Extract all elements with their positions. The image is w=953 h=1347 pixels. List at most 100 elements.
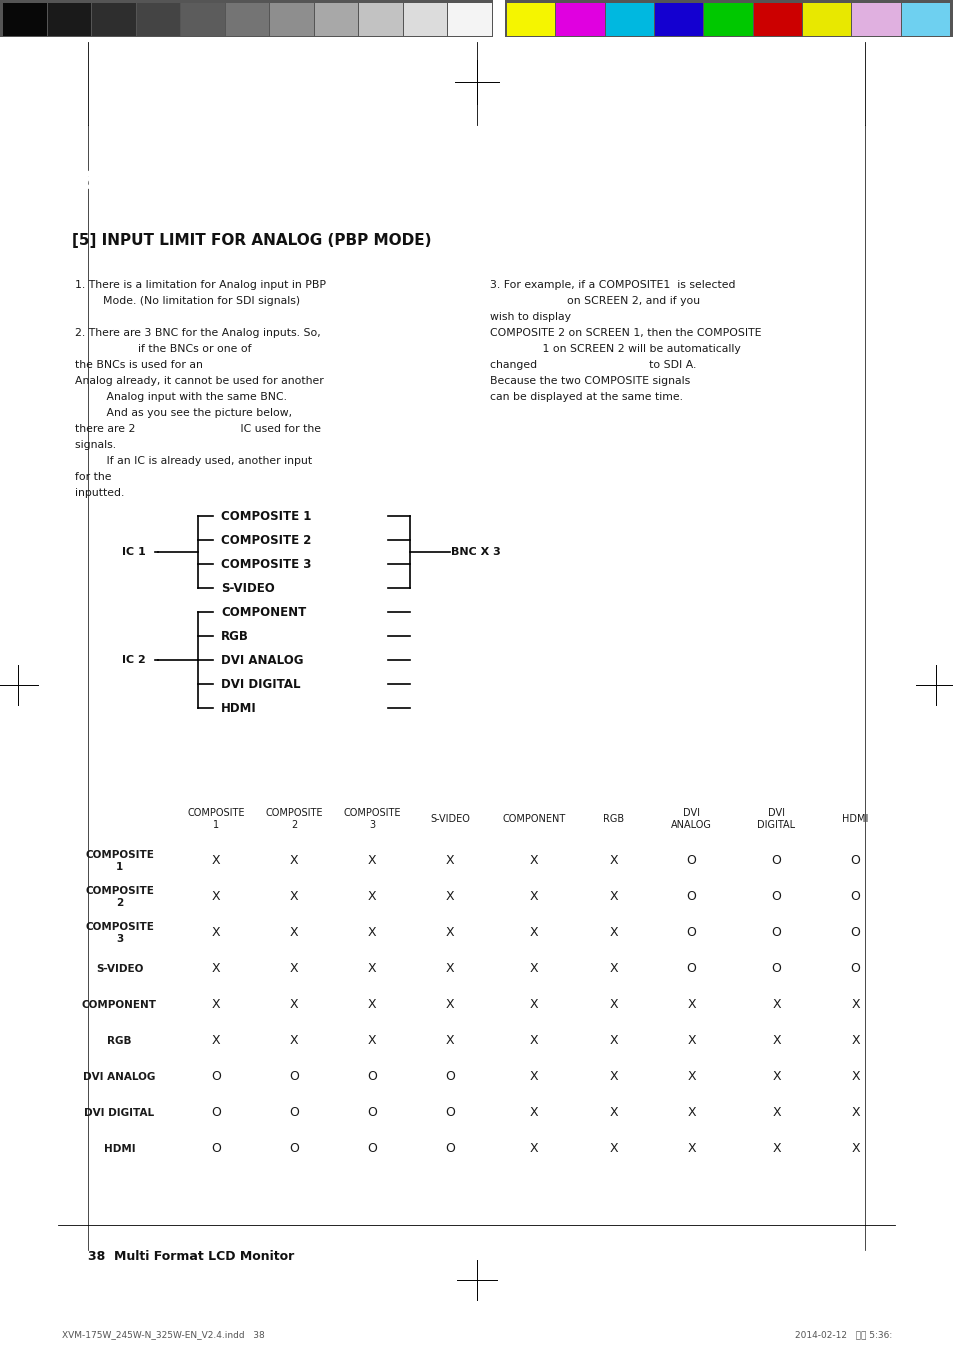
Bar (818, 951, 891, 987)
Text: RGB: RGB (603, 814, 624, 824)
Text: DVI ANALOG: DVI ANALOG (221, 653, 303, 667)
Bar (818, 1022, 891, 1059)
Bar (818, 1131, 891, 1167)
Bar (648, 1131, 733, 1167)
Bar (58, 225, 895, 257)
Bar (270, 3, 314, 36)
Bar (411, 1059, 489, 1095)
Text: X: X (290, 927, 298, 939)
Text: X: X (686, 1106, 695, 1119)
Bar (177, 951, 254, 987)
Text: DVI DIGITAL: DVI DIGITAL (85, 1109, 154, 1118)
Bar (62, 880, 177, 915)
Text: IC 1: IC 1 (122, 547, 146, 558)
Text: wish to display: wish to display (490, 313, 571, 322)
Text: X: X (850, 1034, 859, 1048)
Text: O: O (686, 963, 696, 975)
Bar (489, 1022, 578, 1059)
Bar (578, 843, 648, 880)
Text: for the: for the (68, 471, 112, 482)
Bar (578, 880, 648, 915)
Text: X: X (212, 890, 220, 904)
Text: X: X (445, 854, 454, 867)
Text: X: X (609, 1142, 618, 1156)
Bar (489, 1059, 578, 1095)
Text: X: X (850, 1106, 859, 1119)
Bar (818, 915, 891, 951)
Text: X: X (212, 1034, 220, 1048)
Bar (578, 1095, 648, 1131)
Bar (177, 795, 254, 843)
Text: X: X (445, 1034, 454, 1048)
Bar (411, 951, 489, 987)
Bar (802, 3, 850, 36)
Text: X: X (529, 1034, 537, 1048)
Text: inputted.: inputted. (68, 488, 124, 498)
Text: COMPONENT: COMPONENT (82, 999, 157, 1010)
Bar (703, 3, 752, 36)
Text: S-VIDEO: S-VIDEO (221, 582, 274, 594)
Bar (213, 721, 388, 748)
Bar (648, 1059, 733, 1095)
Bar (489, 915, 578, 951)
Text: O: O (771, 963, 781, 975)
Text: X: X (609, 1034, 618, 1048)
Bar (254, 915, 333, 951)
Text: X: X (529, 1071, 537, 1083)
Text: COMPOSITE
3: COMPOSITE 3 (343, 808, 400, 830)
Text: O: O (289, 1071, 298, 1083)
Text: X: X (367, 890, 375, 904)
Text: HDMI: HDMI (221, 702, 256, 714)
Text: O: O (289, 1142, 298, 1156)
Text: X: X (609, 998, 618, 1012)
Text: O: O (211, 1142, 221, 1156)
Bar (733, 843, 818, 880)
Bar (333, 795, 411, 843)
Bar (254, 1095, 333, 1131)
Text: O: O (445, 1142, 455, 1156)
Bar (818, 795, 891, 843)
Bar (411, 1095, 489, 1131)
Bar (177, 1131, 254, 1167)
Text: X: X (771, 1106, 780, 1119)
Text: X: X (529, 1106, 537, 1119)
Text: X: X (445, 998, 454, 1012)
Text: signals.: signals. (68, 440, 116, 450)
Text: X: X (529, 963, 537, 975)
Bar (177, 880, 254, 915)
Text: O: O (850, 927, 860, 939)
Bar (556, 3, 604, 36)
Text: 2. There are 3 BNC for the Analog inputs. So,: 2. There are 3 BNC for the Analog inputs… (68, 329, 320, 338)
Bar (333, 1059, 411, 1095)
Bar (254, 795, 333, 843)
Bar (48, 3, 91, 36)
Text: O: O (211, 1071, 221, 1083)
Bar (493, 0, 504, 38)
Bar (62, 951, 177, 987)
Text: COMPOSITE 1: COMPOSITE 1 (221, 509, 311, 523)
Text: X: X (686, 1034, 695, 1048)
Text: X: X (445, 890, 454, 904)
Bar (648, 843, 733, 880)
Bar (489, 880, 578, 915)
Text: X: X (609, 854, 618, 867)
Text: X: X (529, 927, 537, 939)
Bar (62, 1022, 177, 1059)
Bar (733, 987, 818, 1022)
Text: 3. For example, if a COMPOSITE1  is selected: 3. For example, if a COMPOSITE1 is selec… (490, 280, 735, 290)
Bar (254, 843, 333, 880)
Bar (213, 488, 388, 504)
Text: O: O (289, 1106, 298, 1119)
Text: XVM-175W_245W-N_325W-EN_V2.4.indd   38: XVM-175W_245W-N_325W-EN_V2.4.indd 38 (62, 1331, 265, 1339)
Bar (506, 3, 555, 36)
Text: X: X (771, 1071, 780, 1083)
Bar (333, 1022, 411, 1059)
Bar (605, 3, 654, 36)
Text: X: X (212, 998, 220, 1012)
Text: X: X (686, 998, 695, 1012)
Bar (177, 1095, 254, 1131)
Bar (411, 843, 489, 880)
Bar (411, 987, 489, 1022)
Bar (333, 1131, 411, 1167)
Text: If an IC is already used, another input: If an IC is already used, another input (68, 457, 312, 466)
